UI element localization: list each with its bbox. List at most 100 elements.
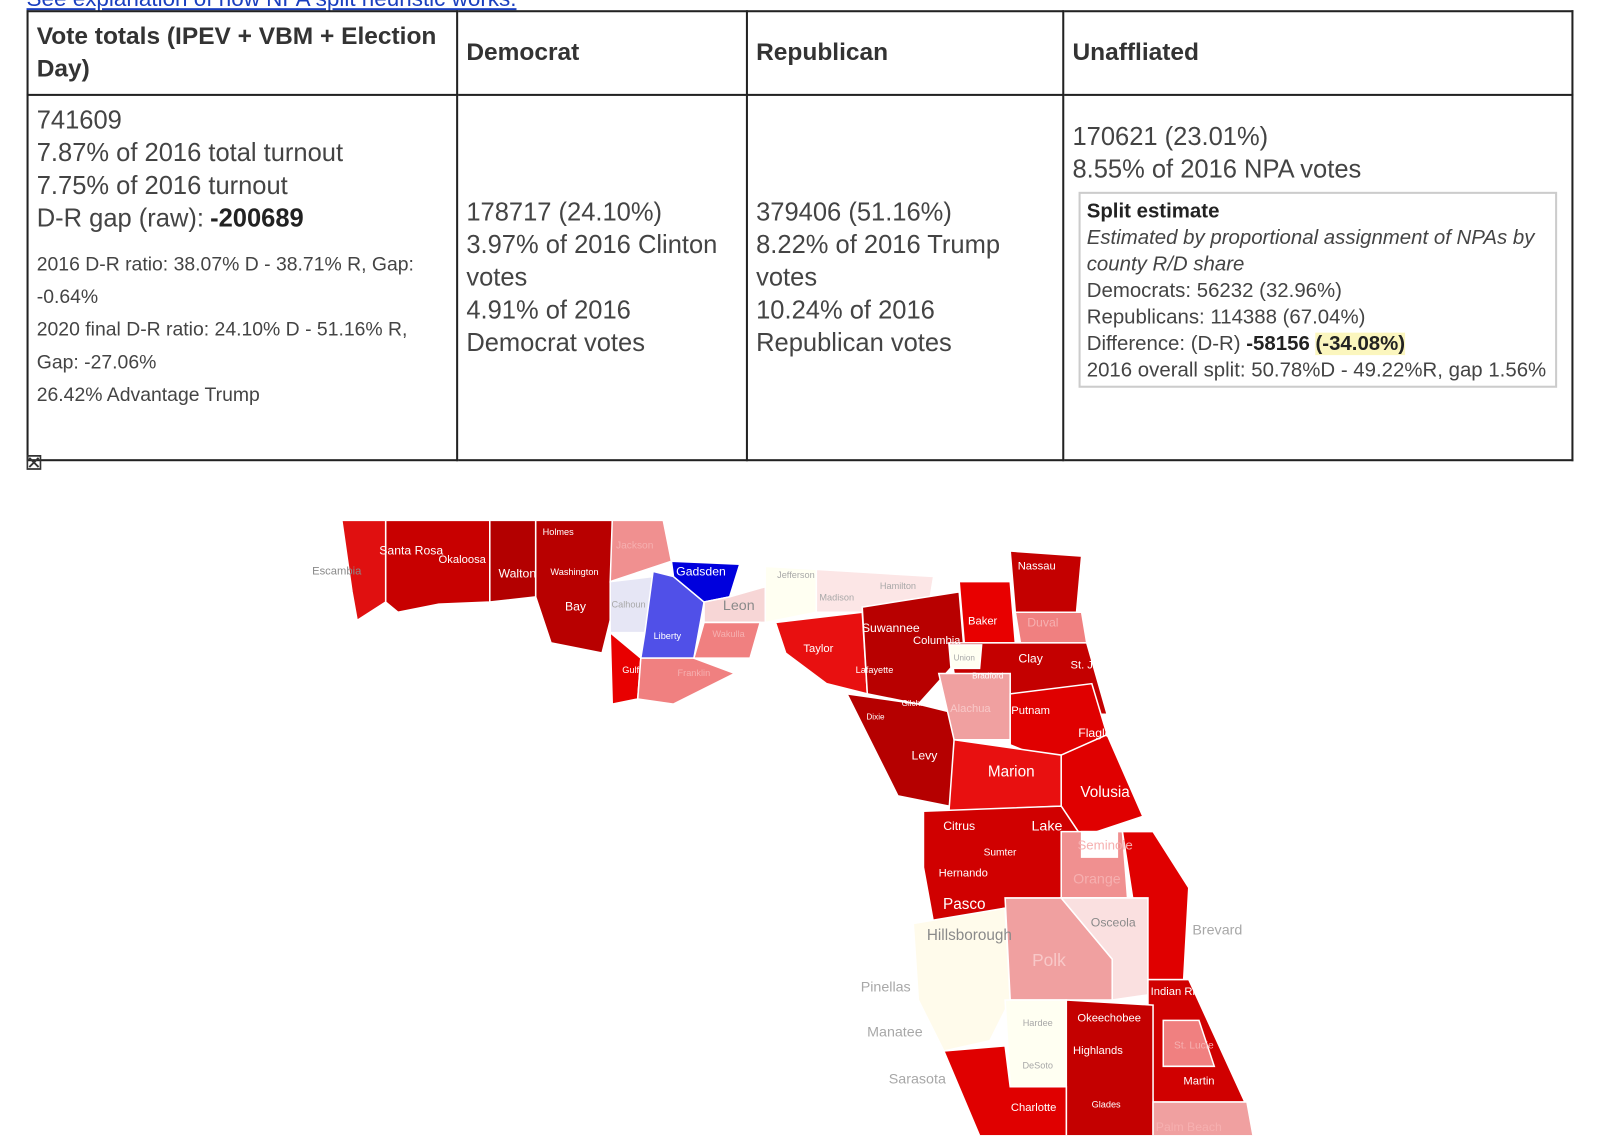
county-shape <box>1060 733 1144 838</box>
broken-image: ⊠ <box>24 448 44 475</box>
county-label: Osceola <box>1091 916 1136 930</box>
county-label: Okeechobee <box>1077 1012 1141 1024</box>
county-label: Duval <box>1027 616 1058 630</box>
county-label: Citrus <box>943 819 975 833</box>
republican-cell: 379406 (51.16%) 8.22% of 2016 Trump vote… <box>745 93 1065 462</box>
county-label: Glades <box>1092 1100 1121 1110</box>
county-label: Dixie <box>866 712 885 721</box>
county-label: Brevard <box>1192 922 1242 938</box>
county-label: Palm Beach <box>1156 1120 1222 1134</box>
county-label: St. Lucie <box>1174 1041 1214 1052</box>
county-label: Levy <box>912 748 939 762</box>
county-label: Escambia <box>312 565 362 577</box>
democrat-cell: 178717 (24.10%) 3.97% of 2016 Clinton vo… <box>456 93 748 462</box>
county-shape <box>489 519 537 603</box>
county-label: Martin <box>1183 1076 1214 1088</box>
split-title: Split estimate <box>1086 199 1220 223</box>
county-label: Seminole <box>1077 837 1132 852</box>
county-label: Pasco <box>943 896 986 913</box>
difference-value: -58156 <box>1246 332 1310 356</box>
county-label: Gulf <box>622 665 639 675</box>
county-label: Gilchrist <box>902 699 932 708</box>
county-shape <box>948 644 983 670</box>
county-label: Clay <box>1018 651 1043 665</box>
county-label: Hernando <box>939 867 988 879</box>
county-shape <box>942 1045 1068 1136</box>
text-line: 741609 <box>36 106 122 135</box>
county-label: Alachua <box>950 703 991 715</box>
text-line: 170621 (23.01%) <box>1072 122 1269 152</box>
county-label: Gadsden <box>676 565 726 579</box>
county-label: Franklin <box>678 668 711 678</box>
county-label: Bradford <box>972 672 1004 681</box>
county-label: St. Johns <box>1070 659 1117 671</box>
county-label: Flagler <box>1078 726 1115 740</box>
notes: 2016 D-R ratio: 38.07% D - 38.71% R, Gap… <box>37 249 448 412</box>
county-label: Washington <box>550 567 598 577</box>
county-label: Sarasota <box>889 1071 946 1087</box>
county-label: Charlotte <box>1011 1102 1057 1114</box>
text-line: 178717 (24.10%) <box>466 197 663 227</box>
difference-pct: (-34.08%) <box>1315 332 1406 356</box>
county-label: Polk <box>1032 950 1066 970</box>
text-line: 4.91% of 2016 Democrat votes <box>466 295 645 358</box>
county-label: Lafayette <box>856 665 894 675</box>
gap-label: D-R gap (raw): <box>36 204 205 233</box>
header-cell: Vote totals (IPEV + VBM + Election Day) <box>26 10 459 96</box>
county-label: Manatee <box>867 1024 923 1040</box>
split-line: 2016 overall split: 50.78%D - 49.22%R, g… <box>1086 359 1547 382</box>
split-estimate: Split estimate Estimated by proportional… <box>1078 191 1558 388</box>
county-label: Sumter <box>984 848 1017 859</box>
text-line: 8.55% of 2016 NPA votes <box>1072 155 1362 184</box>
county-label: Indian River <box>1151 986 1211 998</box>
county-label: Hamilton <box>880 581 916 591</box>
county-label: DeSoto <box>1022 1061 1053 1071</box>
county-label: Highlands <box>1073 1045 1123 1057</box>
county-label: Columbia <box>913 635 961 647</box>
difference-line: Difference: (D-R) -58156 (-34.08%) <box>1087 331 1549 358</box>
county-shape <box>1162 1019 1216 1068</box>
split-description: Estimated by proportional assignment of … <box>1086 226 1535 276</box>
county-shape <box>534 519 614 654</box>
county-label: Madison <box>819 592 854 602</box>
county-label: Union <box>954 653 975 662</box>
county-label: Jackson <box>616 541 653 552</box>
unaffiliated-cell: 170621 (23.01%) 8.55% of 2016 NPA votes … <box>1062 93 1574 462</box>
text-line: 8.22% of 2016 Trump votes <box>756 230 1001 292</box>
county-label: Putnam <box>1011 705 1050 717</box>
county-label: Wakulla <box>712 629 745 639</box>
explanation-link[interactable]: See explanation of how NPA split heurist… <box>27 0 517 12</box>
note: 2020 final D-R ratio: 24.10% D - 51.16% … <box>36 319 408 374</box>
split-line: Republicans: 114388 (67.04%) <box>1086 306 1366 329</box>
county-label: Hillsborough <box>927 927 1012 944</box>
county-label: Taylor <box>803 643 833 655</box>
data-row: 741609 7.87% of 2016 total turnout 7.75%… <box>26 93 1574 462</box>
county-shape <box>636 657 737 705</box>
county-shapes <box>340 519 1254 1136</box>
gap-line: D-R gap (raw): -200689 <box>37 202 448 235</box>
county-label: Bay <box>565 599 587 613</box>
county-label: Jefferson <box>777 570 815 580</box>
note: 2016 D-R ratio: 38.07% D - 38.71% R, Gap… <box>36 254 414 309</box>
county-shape <box>384 519 491 614</box>
difference-label: Difference: (D-R) <box>1086 332 1241 356</box>
county-label: Lake <box>1031 818 1062 834</box>
county-label: Pinellas <box>861 980 911 996</box>
text-line: 379406 (51.16%) <box>756 197 952 227</box>
county-shape <box>340 519 387 622</box>
county-shape <box>958 580 1017 644</box>
text-line: 7.75% of 2016 turnout <box>36 171 288 200</box>
note: 26.42% Advantage Trump <box>36 384 260 407</box>
header-row: Vote totals (IPEV + VBM + Election Day) … <box>26 10 1574 96</box>
county-label: Walton <box>499 567 537 581</box>
county-label: Holmes <box>543 527 575 537</box>
county-label: Liberty <box>654 631 682 641</box>
totals-cell: 741609 7.87% of 2016 total turnout 7.75%… <box>26 93 459 462</box>
county-label: Leon <box>723 598 755 614</box>
text-line: 10.24% of 2016 Republican votes <box>756 295 952 358</box>
text-line: 3.97% of 2016 Clinton votes <box>466 230 718 292</box>
county-shape <box>1059 897 1149 1001</box>
header-cell: Unaffliated <box>1062 10 1574 96</box>
